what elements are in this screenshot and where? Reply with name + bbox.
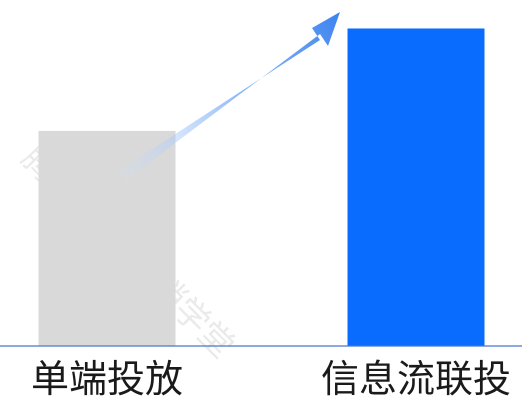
category-label-1: 单端投放: [31, 357, 183, 401]
bar-1: [38, 130, 176, 346]
trend-arrow-icon: [120, 12, 340, 180]
bar-2: [347, 28, 485, 346]
category-label-2: 信息流联投: [321, 357, 511, 401]
